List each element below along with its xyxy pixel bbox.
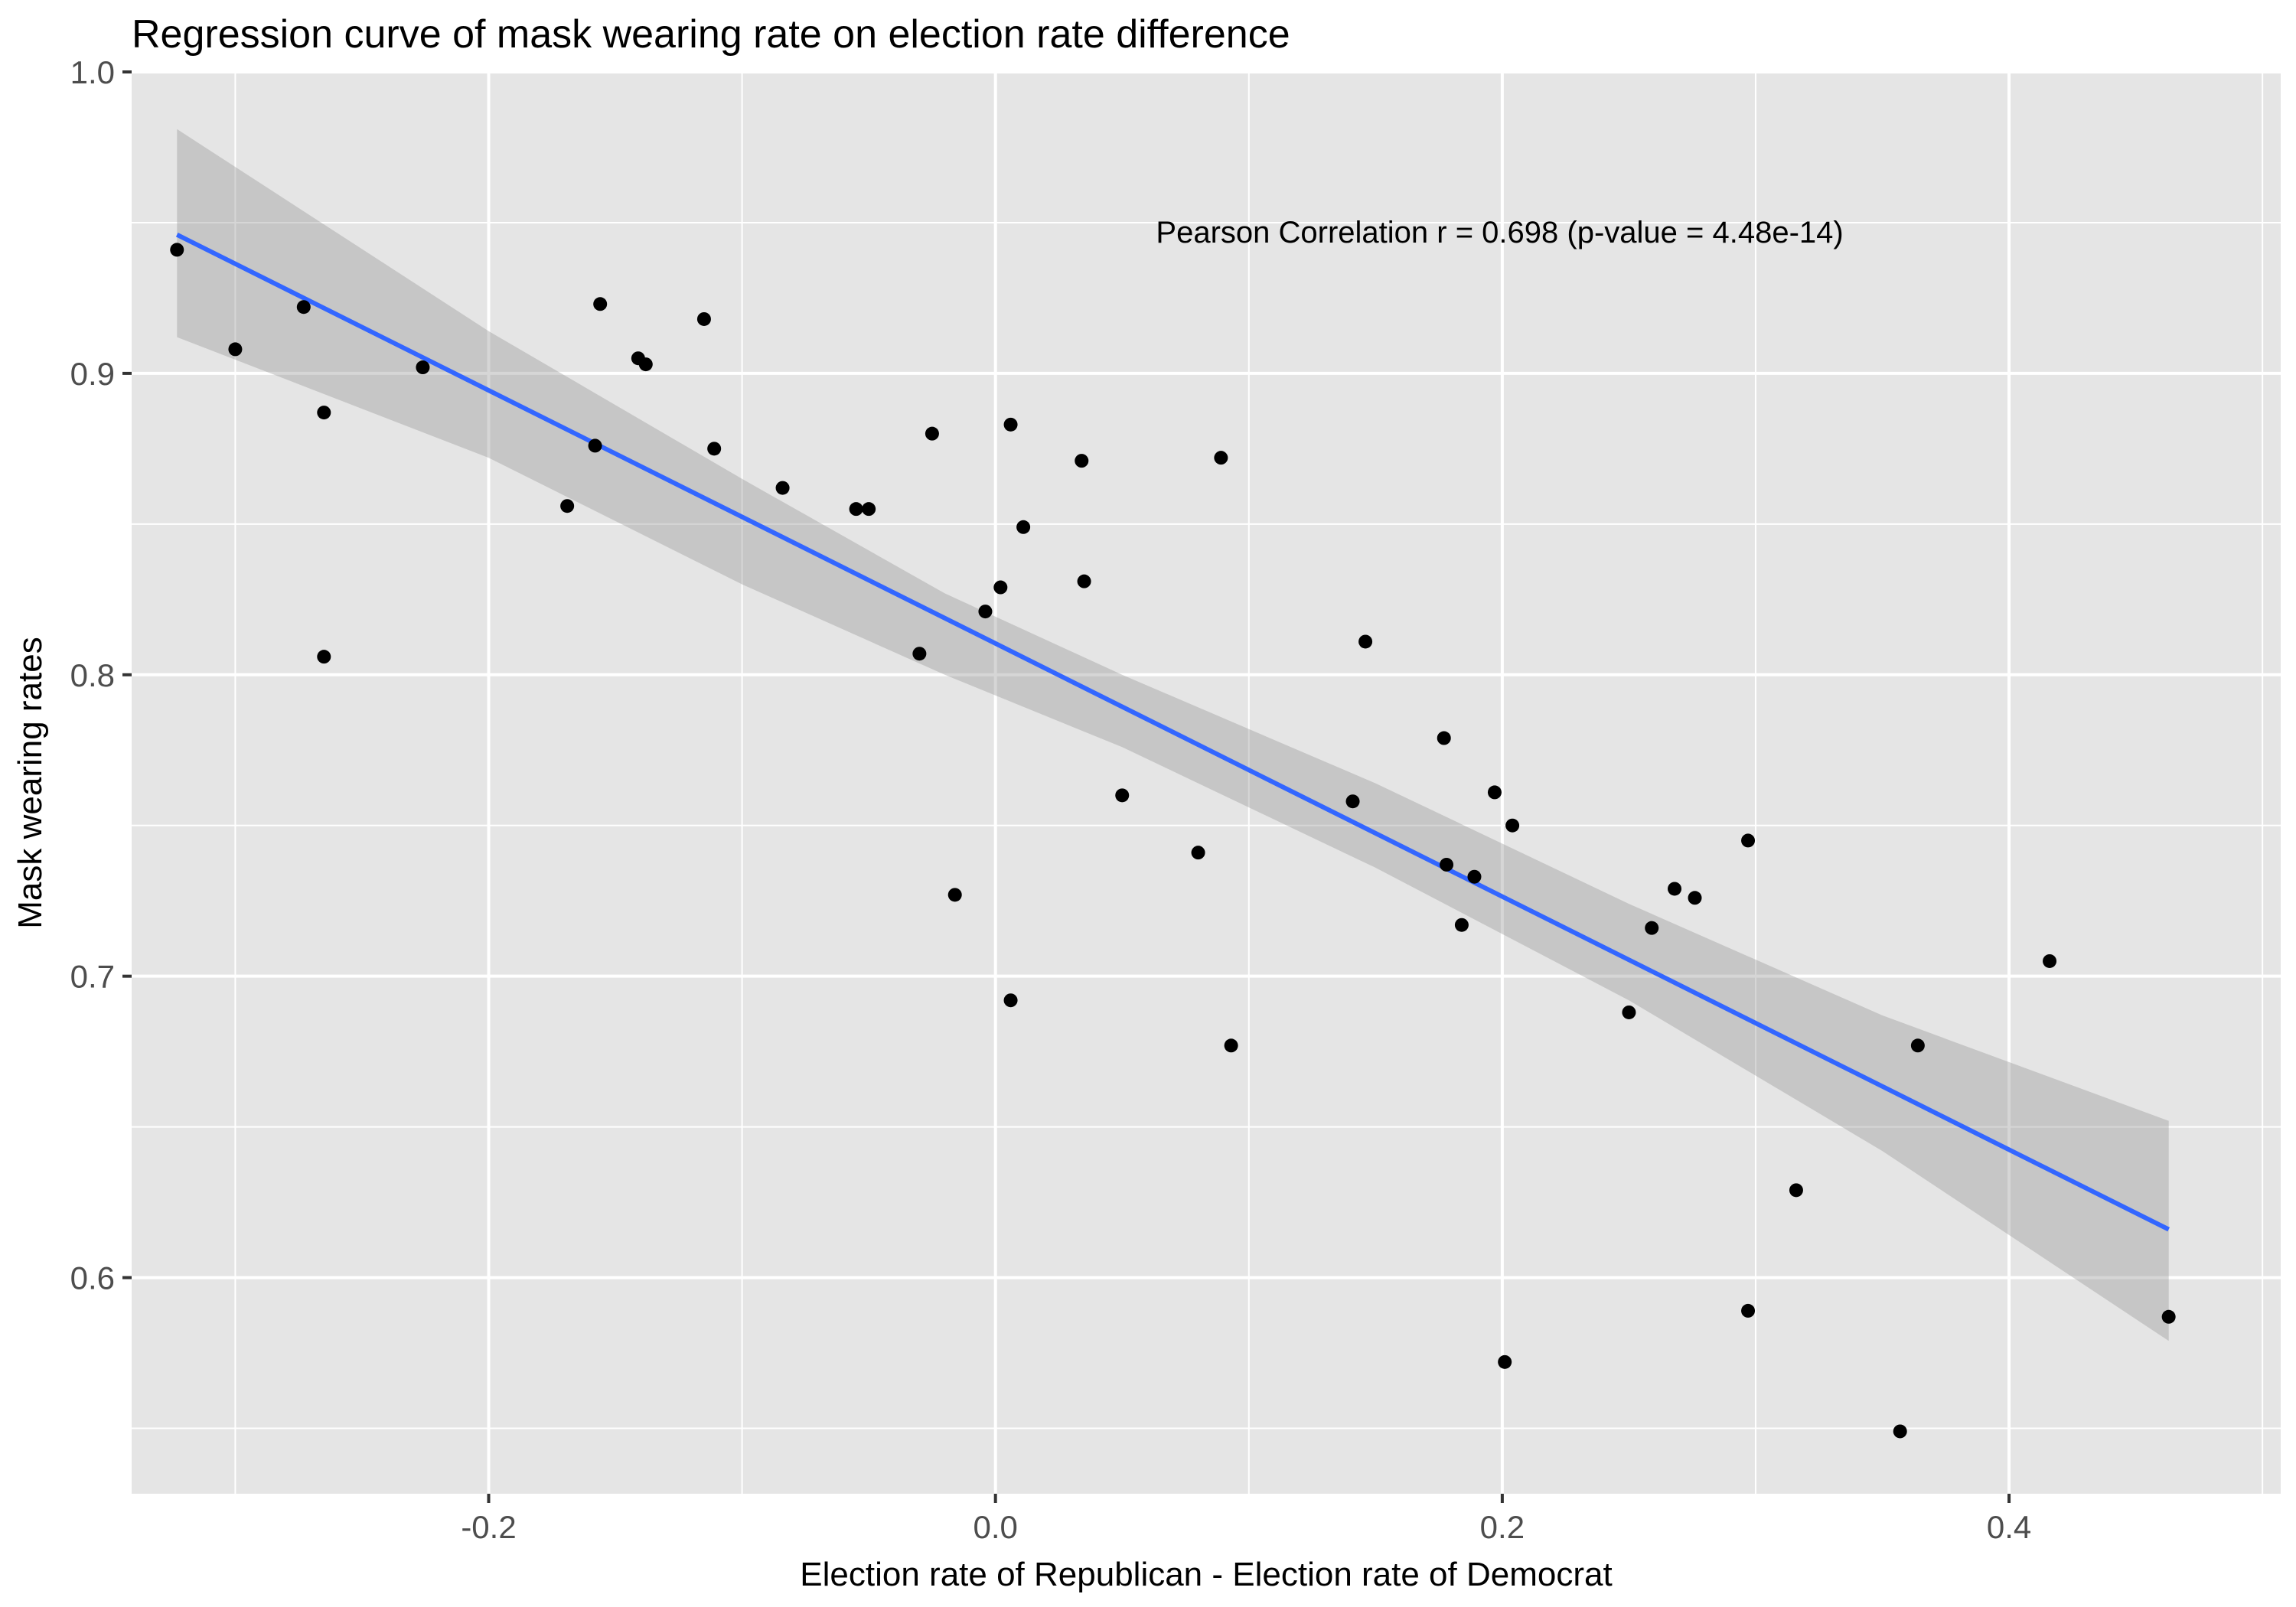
data-point (775, 481, 790, 495)
correlation-annotation: Pearson Correlation r = 0.698 (p-value =… (1156, 216, 1843, 249)
data-point (2161, 1309, 2176, 1324)
data-point (1668, 882, 1682, 896)
data-point (1688, 891, 1702, 905)
data-point (1077, 574, 1091, 588)
chart-title: Regression curve of mask wearing rate on… (132, 12, 1290, 57)
x-tick-label: 0.2 (1480, 1509, 1525, 1545)
x-axis-title: Election rate of Republican - Election r… (800, 1556, 1612, 1593)
y-axis-ticks: 0.6 0.7 0.8 0.9 1.0 (70, 54, 132, 1296)
data-point (1437, 731, 1451, 745)
data-point (696, 311, 711, 326)
data-point (1224, 1038, 1238, 1053)
data-point (560, 499, 575, 513)
data-point (1467, 869, 1482, 884)
data-point (1645, 921, 1659, 935)
y-tick-label: 0.7 (70, 959, 115, 995)
data-point (1003, 417, 1018, 432)
data-point (1893, 1424, 1907, 1439)
x-tick-label: -0.2 (461, 1509, 516, 1545)
data-point (1214, 451, 1228, 465)
data-point (170, 243, 184, 257)
data-point (1345, 794, 1360, 809)
major-gridlines (132, 70, 2281, 1494)
x-tick-label: 0.4 (1987, 1509, 2031, 1545)
data-point (588, 438, 602, 453)
data-point (1487, 785, 1502, 800)
data-point (1789, 1183, 1803, 1198)
data-point (638, 357, 653, 372)
data-point (317, 650, 331, 664)
y-axis-title: Mask wearing rates (11, 637, 49, 928)
data-point (925, 426, 939, 441)
regression-line (175, 233, 2170, 1232)
y-tick-label: 1.0 (70, 54, 115, 90)
data-point (912, 647, 927, 661)
data-point (1622, 1005, 1636, 1019)
data-point (228, 342, 243, 357)
y-tick-label: 0.9 (70, 356, 115, 392)
data-point (593, 297, 608, 311)
data-point (1741, 1303, 1756, 1318)
data-point (849, 502, 863, 517)
data-point (978, 605, 993, 619)
data-point (317, 406, 331, 420)
data-point (2043, 953, 2057, 968)
data-point (1498, 1354, 1512, 1369)
data-point (1910, 1038, 1925, 1053)
x-axis-ticks: -0.2 0.0 0.2 0.4 (461, 1494, 2031, 1545)
data-point (1115, 788, 1130, 803)
data-point (1454, 918, 1469, 932)
data-point (416, 360, 430, 375)
y-tick-label: 0.8 (70, 657, 115, 693)
data-point (947, 888, 962, 902)
x-tick-label: 0.0 (974, 1509, 1018, 1545)
data-point (296, 300, 311, 315)
data-point (1358, 634, 1373, 649)
y-tick-label: 0.6 (70, 1260, 115, 1296)
data-point (1016, 520, 1031, 534)
data-point (1075, 454, 1089, 468)
confidence-band (177, 129, 2169, 1341)
data-point (1191, 846, 1205, 860)
data-point (707, 442, 722, 456)
data-point (1440, 857, 1454, 872)
data-point (1003, 993, 1018, 1008)
data-points (170, 243, 2176, 1439)
data-point (1741, 833, 1756, 848)
data-point (993, 580, 1008, 595)
data-point (1505, 818, 1520, 833)
data-point (862, 502, 876, 517)
